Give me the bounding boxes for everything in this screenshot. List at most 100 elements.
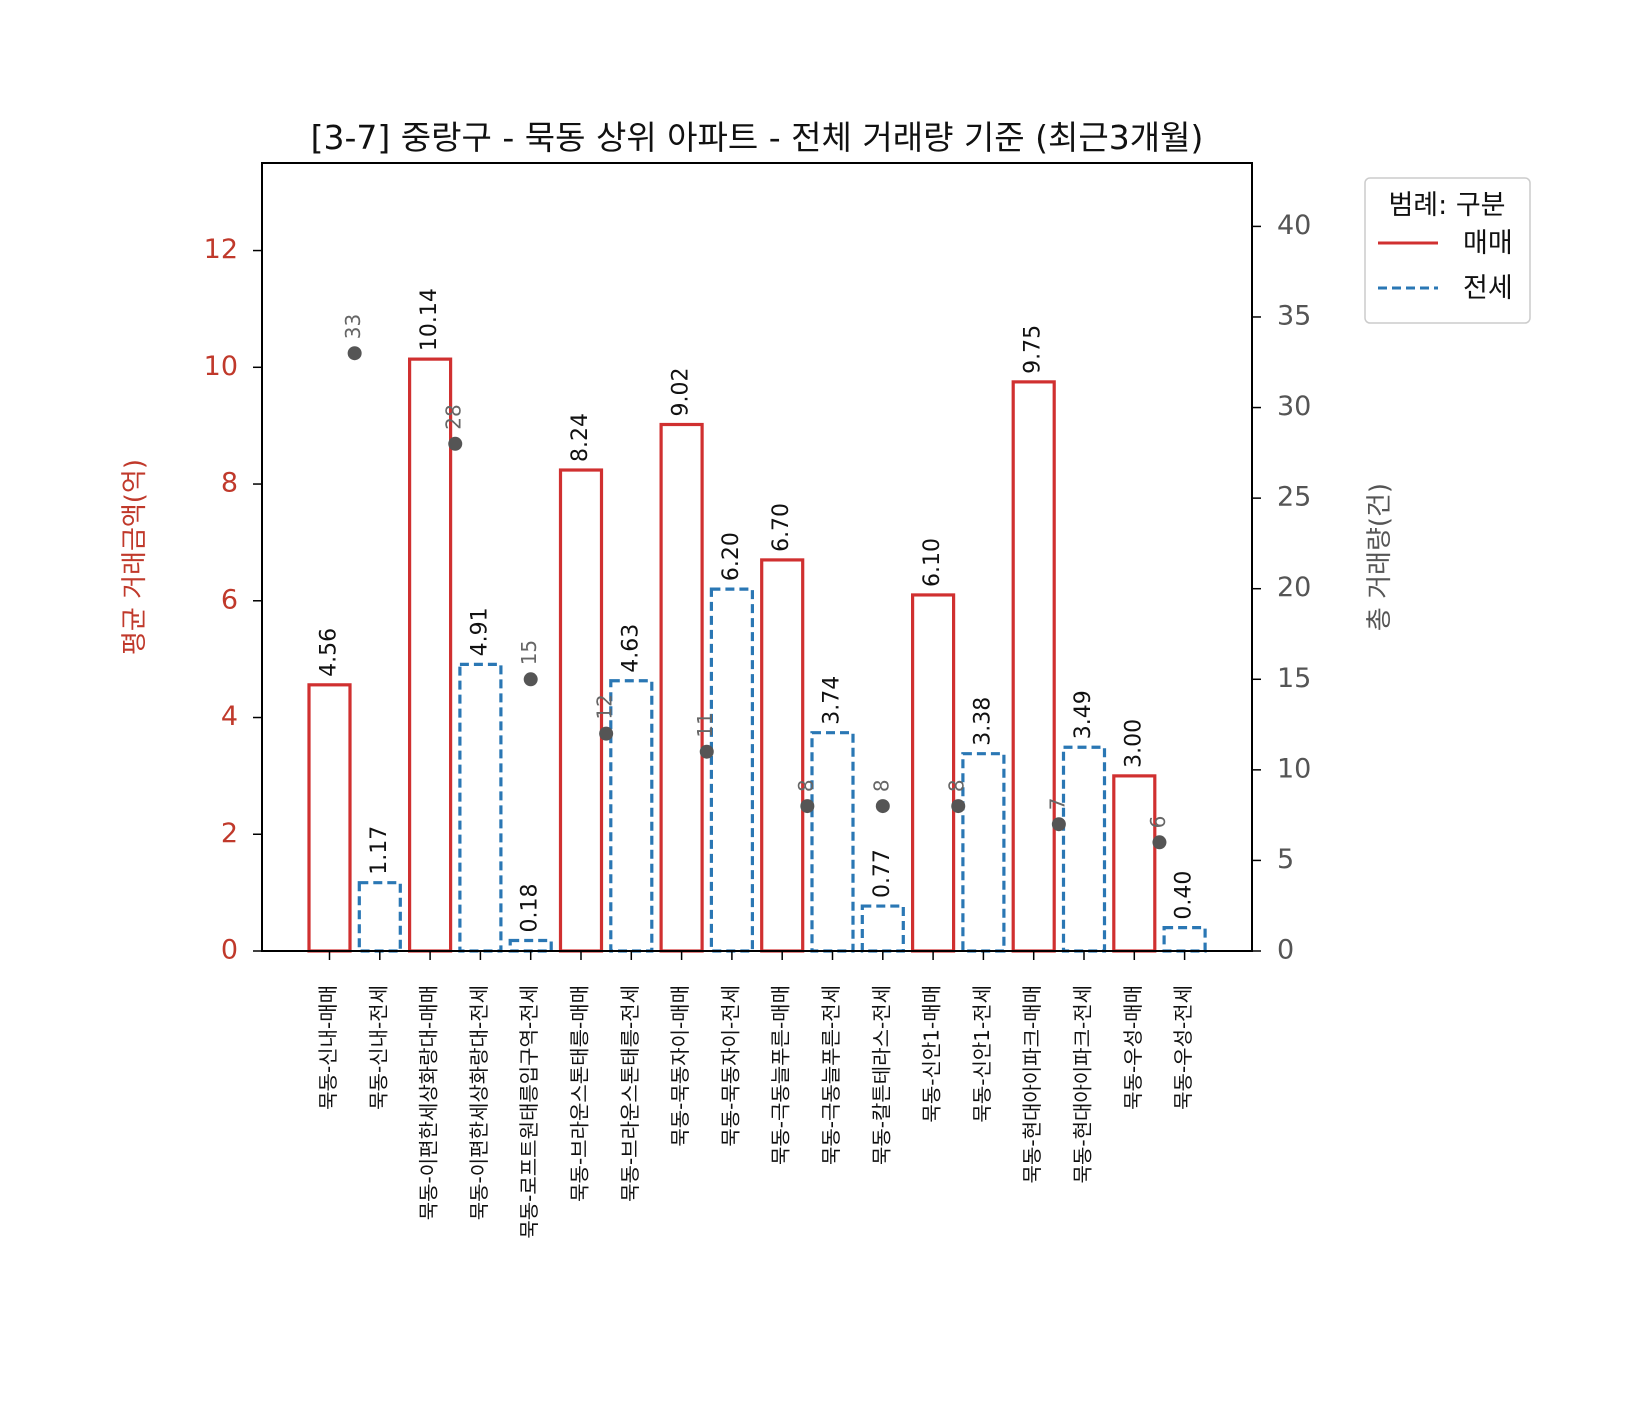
volume-point — [448, 436, 463, 451]
volume-point-label: 15 — [517, 640, 541, 665]
volume-point-label: 28 — [442, 404, 466, 429]
volume-point — [699, 744, 714, 759]
bar-value-label: 6.70 — [769, 503, 794, 552]
bar — [659, 422, 704, 953]
y-axis-right: 0 5 10 15 20 25 30 35 40 — [1252, 210, 1311, 966]
y-tick-label-left: 2 — [221, 818, 238, 849]
bars-group — [307, 357, 1207, 953]
bar — [860, 904, 905, 953]
bar-value-label: 4.56 — [317, 628, 342, 677]
bar-labels-group: 4.56 1.17 10.14 4.91 0.18 8.24 4.63 9.02 6.20 6.7… — [317, 288, 1197, 932]
y-tick-label-right: 10 — [1277, 753, 1311, 784]
bar — [709, 587, 755, 953]
volume-point-label: 8 — [869, 779, 893, 792]
bar — [810, 731, 855, 953]
volume-point-label: 7 — [1045, 797, 1069, 810]
y-tick-label-right: 25 — [1277, 482, 1311, 513]
bar-value-label: 3.74 — [820, 676, 845, 725]
volume-point-label: 6 — [1146, 816, 1170, 829]
x-tick-label: 묵동-현대아이파크-매매 — [1020, 985, 1044, 1183]
bar — [1011, 380, 1056, 953]
x-tick-label: 묵동-신안1-전세 — [970, 985, 994, 1123]
x-tick-label: 묵동-극동늘푸른-전세 — [819, 985, 843, 1165]
volume-point-label: 8 — [945, 779, 969, 792]
x-tick-label: 묵동-신내-전세 — [366, 985, 390, 1110]
bar — [609, 679, 654, 953]
x-tick-label: 묵동-이편한세상화랑대-매매 — [417, 985, 441, 1220]
y-tick-label-left: 10 — [204, 351, 238, 382]
volume-point — [1152, 835, 1167, 850]
bar-value-label: 3.38 — [970, 697, 995, 746]
x-tick-label: 묵동-우성-매매 — [1121, 985, 1145, 1110]
y-tick-label-right: 15 — [1277, 663, 1311, 694]
x-tick-label: 묵동-브라운스톤태릉-전세 — [618, 985, 642, 1202]
bar-value-label: 6.20 — [719, 532, 744, 581]
legend-label-sale: 매매 — [1463, 228, 1513, 259]
x-tick-label: 묵동-신내-매매 — [316, 985, 340, 1110]
plot-frame — [261, 162, 1253, 952]
y-axis-left: 0 2 4 6 8 10 12 — [204, 234, 262, 966]
x-tick-label: 묵동-이편한세상화랑대-전세 — [467, 985, 491, 1220]
y-tick-label-right: 40 — [1277, 210, 1311, 241]
bar — [357, 881, 402, 953]
bar — [408, 357, 453, 953]
x-tick-label: 묵동-브라운스톤태릉-매매 — [568, 985, 592, 1202]
y-tick-label-right: 5 — [1277, 844, 1294, 875]
bar — [1112, 774, 1157, 953]
bar-value-label: 8.24 — [568, 413, 593, 462]
bar — [508, 938, 553, 953]
bar-value-label: 4.63 — [618, 624, 643, 673]
y-tick-label-left: 0 — [221, 935, 238, 966]
x-tick-label: 묵동-우성-전세 — [1171, 985, 1195, 1110]
volume-point — [347, 346, 362, 361]
bar-value-label: 3.49 — [1071, 690, 1096, 739]
volume-point — [599, 726, 614, 741]
bar-value-label: 1.17 — [367, 826, 392, 875]
bar-value-label: 0.40 — [1172, 871, 1197, 920]
x-tick-label: 묵동-현대아이파크-전세 — [1071, 985, 1095, 1183]
volume-point-label: 11 — [693, 712, 717, 737]
x-tick-label: 묵동-로프트원태릉입구역-전세 — [517, 985, 541, 1239]
bar-value-label: 0.18 — [518, 884, 543, 933]
y-tick-label-left: 6 — [221, 584, 238, 615]
volume-point-label: 8 — [794, 779, 818, 792]
x-tick-label: 묵동-칼튼테라스-전세 — [869, 985, 893, 1165]
bar-value-label: 10.14 — [417, 288, 442, 351]
bar-value-label: 9.75 — [1021, 325, 1046, 374]
y-tick-label-left: 12 — [204, 234, 238, 265]
volume-point-label: 33 — [341, 314, 365, 339]
bar — [1162, 926, 1207, 953]
y-axis-label-left: 평균 거래금액(억) — [120, 459, 150, 655]
y-tick-label-right: 20 — [1277, 572, 1311, 603]
volume-point — [1051, 817, 1066, 832]
x-tick-label: 묵동-신안1-매매 — [920, 985, 944, 1123]
y-tick-label-right: 0 — [1277, 935, 1294, 966]
volume-points-group: 33 28 15 12 11 8 8 8 7 6 — [341, 314, 1170, 850]
bar — [458, 662, 503, 953]
bar — [760, 558, 805, 953]
y-tick-label-right: 35 — [1277, 300, 1311, 331]
x-tick-label: 묵동-묵동자이-전세 — [718, 985, 742, 1147]
bar-value-label: 4.91 — [467, 607, 492, 656]
bar — [1061, 745, 1107, 953]
volume-point — [800, 799, 815, 814]
legend-title: 범례: 구분 — [1388, 190, 1505, 221]
volume-point — [951, 799, 966, 814]
x-tick-label: 묵동-극동늘푸른-매매 — [769, 985, 793, 1165]
bar-value-label: 9.02 — [669, 368, 694, 417]
volume-point — [523, 672, 538, 687]
legend: 범례: 구분 매매 전세 — [1364, 177, 1531, 324]
bar — [961, 752, 1006, 953]
bar-value-label: 3.00 — [1121, 719, 1146, 768]
bar — [307, 683, 352, 953]
y-tick-label-right: 30 — [1277, 391, 1311, 422]
chart-title: [3-7] 중랑구 - 묵동 상위 아파트 - 전체 거래량 기준 (최근3개월… — [311, 118, 1204, 157]
bar-value-label: 0.77 — [870, 849, 895, 898]
volume-point — [875, 799, 890, 814]
y-tick-label-left: 4 — [221, 701, 238, 732]
y-axis-label-right: 총 거래량(건) — [1365, 483, 1395, 631]
x-axis: 묵동-신내-매매 묵동-신내-전세 묵동-이편한세상화랑대-매매 묵동-이편한세상화랑… — [316, 951, 1195, 1239]
x-tick-label: 묵동-묵동자이-매매 — [668, 985, 692, 1147]
bar — [910, 593, 956, 953]
